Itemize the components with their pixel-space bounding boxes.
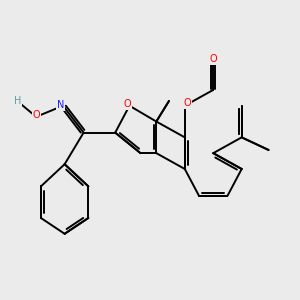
Text: O: O [32, 110, 40, 120]
Text: O: O [123, 99, 131, 109]
Text: O: O [184, 98, 191, 108]
Text: H: H [14, 96, 21, 106]
Text: N: N [57, 100, 64, 110]
Text: O: O [209, 54, 217, 64]
